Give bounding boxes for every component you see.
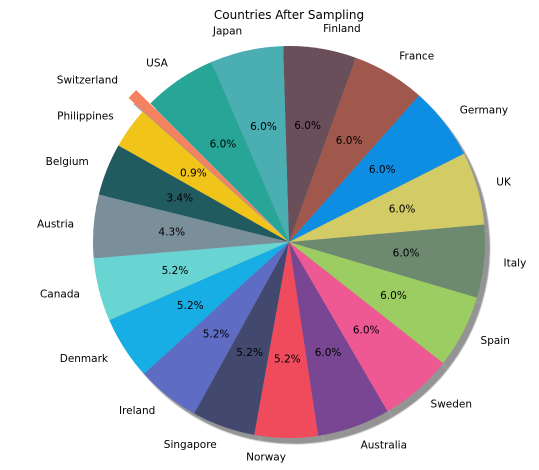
pie-slice-italy: [289, 224, 485, 298]
pct-layer: 0.9% 3.4% 4.3% 5.2% 5.2% 5.2% 5.2% 5.2% 6.0% 6.0%…: [158, 120, 419, 366]
slice-pct-finland: 6.0%: [294, 120, 321, 132]
pie-slice-uk: [289, 153, 485, 242]
slice-pct-norway: 5.2%: [274, 354, 301, 366]
pie-slice-australia: [289, 242, 388, 436]
pie-slice-austria: [92, 194, 289, 259]
slice-pct-australia: 6.0%: [315, 347, 342, 359]
slice-label-switzerland: Switzerland: [57, 74, 118, 86]
slice-pct-canada: 5.2%: [162, 265, 189, 277]
pie-slice-usa: [150, 62, 289, 242]
slice-pct-france: 6.0%: [336, 135, 363, 147]
slice-label-germany: Germany: [460, 104, 508, 116]
slice-label-philippines: Philippines: [57, 110, 114, 122]
slice-label-norway: Norway: [246, 452, 286, 464]
pie-slice-canada: [93, 242, 289, 321]
pie-slice-spain: [289, 242, 477, 364]
pie-slice-japan: [211, 46, 289, 243]
slice-pct-spain: 6.0%: [380, 290, 407, 302]
slice-label-singapore: Singapore: [164, 439, 217, 451]
slice-label-uk: UK: [496, 177, 512, 189]
slice-label-spain: Spain: [481, 335, 510, 347]
slice-label-austria: Austria: [37, 219, 74, 231]
pie-slice-norway: [254, 242, 319, 439]
slice-label-sweden: Sweden: [431, 399, 473, 411]
slice-pct-japan: 6.0%: [250, 121, 277, 133]
slice-label-belgium: Belgium: [46, 156, 89, 168]
slice-pct-usa: 6.0%: [210, 139, 237, 151]
slice-pct-ireland: 5.2%: [203, 328, 230, 340]
slice-label-usa: USA: [146, 58, 169, 70]
slice-label-japan: Japan: [212, 26, 242, 38]
slice-label-australia: Australia: [361, 439, 407, 451]
slice-pct-belgium: 3.4%: [166, 192, 193, 204]
slice-label-ireland: Ireland: [119, 405, 155, 417]
slice-pct-uk: 6.0%: [389, 204, 416, 216]
pie-slice-denmark: [109, 242, 290, 374]
pie-slice-germany: [289, 95, 464, 242]
label-layer: Switzerland Philippines Belgium Austria Cana…: [37, 23, 526, 463]
pie-slice-finland: [283, 46, 356, 242]
chart-title: Countries After Sampling: [214, 8, 364, 22]
pie-slice-france: [289, 57, 420, 243]
pie-slice-switzerland: [128, 89, 275, 229]
slice-pct-sweden: 6.0%: [353, 325, 380, 337]
slice-label-italy: Italy: [504, 257, 527, 269]
pie-slice-philippines: [118, 111, 289, 242]
slice-label-finland: Finland: [323, 23, 361, 35]
pie-slice-belgium: [98, 145, 290, 242]
slice-pct-philippines: 0.9%: [180, 168, 207, 180]
slice-pct-italy: 6.0%: [393, 248, 420, 260]
slice-label-canada: Canada: [40, 289, 80, 301]
slice-label-france: France: [399, 51, 434, 63]
slice-pct-austria: 4.3%: [158, 227, 185, 239]
slice-layer: [92, 46, 485, 439]
pie-slice-sweden: [289, 242, 444, 412]
slice-pct-denmark: 5.2%: [177, 300, 204, 312]
pie-slice-ireland: [144, 242, 289, 414]
slice-label-denmark: Denmark: [60, 353, 109, 365]
pie-slice-singapore: [194, 242, 289, 435]
slice-pct-germany: 6.0%: [369, 164, 396, 176]
slice-pct-singapore: 5.2%: [236, 347, 263, 359]
